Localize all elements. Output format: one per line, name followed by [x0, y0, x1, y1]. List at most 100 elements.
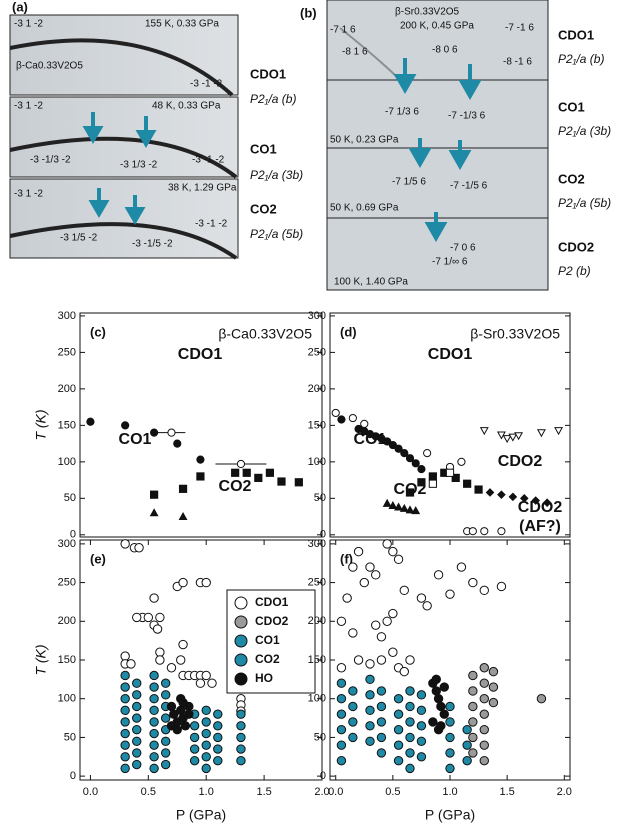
marker: [189, 721, 200, 731]
marker: [166, 663, 177, 673]
marker: [376, 717, 387, 727]
reflection-label: -3 -1 -2: [190, 79, 223, 90]
marker: [184, 701, 194, 712]
marker: [468, 748, 478, 758]
strip: [326, 147, 549, 219]
marker: [120, 682, 130, 692]
chart-title: β-Sr0.33V2O5: [470, 326, 560, 342]
y-axis-title: T (K): [33, 409, 49, 440]
marker: [431, 686, 441, 696]
x-tick-label: 0.5: [385, 786, 400, 798]
marker: [519, 494, 529, 503]
marker: [502, 435, 512, 444]
marker: [388, 546, 398, 557]
reflection-label: -3 1 -2: [14, 189, 43, 200]
marker: [394, 444, 403, 453]
marker: [431, 674, 441, 685]
marker: [132, 736, 142, 746]
marker: [277, 477, 286, 486]
marker: [120, 705, 130, 716]
marker: [120, 717, 130, 727]
marker: [376, 655, 387, 665]
marker: [336, 663, 347, 673]
marker: [149, 752, 159, 762]
marker: [400, 448, 409, 458]
marker: [388, 608, 398, 619]
marker: [405, 488, 415, 497]
marker: [149, 728, 159, 739]
marker: [393, 740, 404, 750]
marker: [376, 632, 387, 642]
marker: [201, 728, 211, 739]
marker: [488, 666, 499, 677]
y-tick-label: 100: [308, 693, 326, 705]
marker: [120, 539, 130, 549]
reflection-label: -3 1 -2: [14, 19, 43, 30]
marker: [155, 655, 165, 665]
marker: [160, 748, 171, 758]
marker: [480, 527, 489, 536]
marker: [348, 628, 358, 638]
space-group: P2₁/a (5b): [250, 227, 303, 241]
region-label: CDO2: [518, 499, 563, 516]
marker: [121, 421, 130, 430]
panel-label: (e): [90, 551, 106, 566]
phase-label: CO1: [250, 141, 277, 156]
reflection-label: 100 K, 1.40 GPa: [334, 277, 408, 288]
marker: [336, 678, 347, 688]
marker: [155, 647, 165, 657]
x-tick-label: 1.0: [442, 786, 457, 798]
marker: [393, 554, 404, 565]
marker: [242, 468, 251, 477]
phase-label: CDO1: [558, 27, 594, 42]
marker: [479, 755, 489, 766]
marker: [479, 740, 489, 750]
marker: [176, 655, 186, 665]
marker: [342, 593, 352, 603]
y-tick-label: 150: [58, 654, 76, 666]
marker: [405, 717, 415, 727]
x-tick-label: 0.0: [328, 786, 343, 798]
y-tick-label: 0: [70, 529, 76, 541]
marker: [134, 543, 144, 553]
marker: [155, 612, 165, 623]
strip: [326, 0, 549, 81]
marker: [365, 562, 375, 572]
marker: [336, 740, 347, 750]
x-tick-label: 2.0: [314, 786, 329, 798]
charts: 0 50 100 150 200 250 300 (c) β-Ca0.33V2O5 T (K) CD…: [33, 310, 572, 823]
marker: [160, 713, 171, 723]
y-tick-label: 250: [58, 346, 76, 358]
marker: [365, 690, 375, 700]
marker: [86, 417, 95, 426]
panel-label: (c): [90, 324, 106, 339]
x-tick-label: 0.5: [141, 786, 156, 798]
marker: [149, 717, 159, 727]
y-tick-label: 300: [58, 310, 76, 322]
marker: [451, 473, 460, 482]
marker: [213, 732, 223, 743]
strip: [9, 14, 239, 96]
marker: [393, 694, 404, 704]
marker: [178, 484, 188, 493]
marker: [514, 432, 524, 441]
y-tick-label: 200: [58, 383, 76, 395]
y-tick-label: 100: [58, 456, 76, 468]
marker: [265, 468, 274, 477]
marker: [388, 440, 397, 450]
legend-swatch: [234, 653, 248, 667]
marker: [445, 748, 455, 758]
legend-swatch: [234, 615, 248, 629]
marker: [405, 505, 415, 514]
x-tick-label: 1.0: [199, 786, 214, 798]
marker: [184, 709, 194, 719]
marker: [479, 427, 489, 436]
reflection-label: -8 -1 6: [503, 57, 532, 68]
marker: [173, 439, 182, 448]
marker: [416, 593, 427, 603]
y-tick-label: 100: [58, 693, 76, 705]
marker: [132, 713, 142, 723]
marker: [416, 736, 427, 746]
image-panels: (a) -3 1 -2 155 K, 0.33 GPa -3 -1 -2 β-Ca0.3…: [9, 0, 611, 291]
